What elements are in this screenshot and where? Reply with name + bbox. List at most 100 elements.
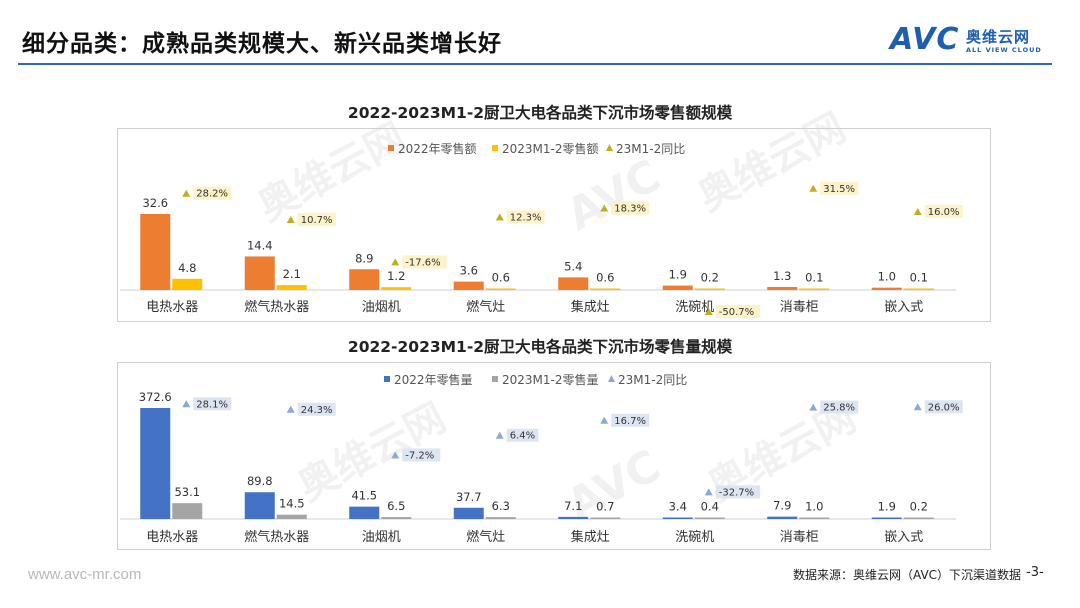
bar-series-1-label: 41.5 bbox=[351, 489, 377, 503]
yoy-label-bg bbox=[924, 205, 963, 218]
legend-label: 23M1-2同比 bbox=[616, 142, 685, 156]
bar-series-2-label: 0.1 bbox=[805, 271, 823, 285]
bar-series-1 bbox=[349, 269, 380, 290]
chart-1-title: 2022-2023M1-2厨卫大电各品类下沉市场零售额规模 bbox=[347, 104, 733, 122]
legend-marker bbox=[608, 375, 615, 382]
bar-series-2-label: 0.6 bbox=[492, 271, 510, 285]
yoy-marker bbox=[913, 208, 922, 215]
bar-series-2-label: 6.5 bbox=[387, 499, 405, 513]
yoy-label: -50.7% bbox=[719, 307, 754, 318]
legend-label: 2022年零售量 bbox=[394, 372, 473, 387]
yoy-label-bg bbox=[297, 212, 336, 226]
x-tick-label: 燃气灶 bbox=[466, 299, 505, 315]
yoy-label: 16.0% bbox=[928, 207, 960, 218]
bar-series-1-label: 89.8 bbox=[247, 474, 273, 488]
legend-swatch bbox=[384, 376, 390, 382]
bar-series-2 bbox=[276, 285, 307, 290]
header-divider bbox=[18, 63, 1052, 65]
bar-series-1-label: 1.0 bbox=[878, 270, 896, 284]
x-tick-label: 消毒柜 bbox=[780, 530, 819, 545]
page-title: 细分品类：成熟品类规模大、新兴品类增长好 bbox=[22, 31, 502, 57]
x-tick-label: 嵌入式 bbox=[884, 300, 923, 315]
yoy-marker bbox=[704, 488, 713, 496]
yoy-label: 31.5% bbox=[823, 184, 855, 195]
yoy-label: 24.3% bbox=[301, 405, 333, 416]
bar-series-1 bbox=[558, 277, 589, 290]
yoy-label-bg bbox=[715, 305, 761, 319]
bar-series-2-label: 0.2 bbox=[910, 500, 928, 514]
yoy-label: 26.0% bbox=[928, 402, 960, 413]
yoy-label-bg bbox=[297, 402, 336, 416]
yoy-label: -32.7% bbox=[719, 487, 754, 498]
legend-label: 2023M1-2零售量 bbox=[502, 372, 599, 387]
yoy-label: -7.2% bbox=[405, 450, 434, 461]
yoy-marker bbox=[286, 215, 295, 223]
bar-series-1 bbox=[244, 492, 275, 519]
bar-series-2 bbox=[276, 514, 307, 519]
footer-url: www.avc-mr.com bbox=[28, 566, 142, 583]
yoy-label: 12.3% bbox=[510, 213, 542, 224]
bar-series-2-label: 0.7 bbox=[596, 500, 614, 514]
bar-series-2 bbox=[694, 288, 725, 290]
yoy-label-bg bbox=[611, 413, 650, 427]
chart-2-title: 2022-2023M1-2厨卫大电各品类下沉市场零售量规模 bbox=[347, 338, 733, 356]
yoy-marker bbox=[286, 405, 295, 413]
bar-series-1 bbox=[767, 516, 798, 519]
yoy-label-bg bbox=[715, 485, 761, 499]
bar-series-2 bbox=[799, 288, 830, 290]
bar-series-2 bbox=[694, 517, 725, 519]
bar-series-2 bbox=[799, 517, 830, 519]
bar-series-2-label: 53.1 bbox=[174, 485, 200, 499]
x-tick-label: 油烟机 bbox=[362, 300, 401, 315]
bar-series-1 bbox=[871, 287, 902, 290]
chart-1-frame bbox=[117, 128, 991, 322]
yoy-marker bbox=[182, 189, 191, 197]
logo-mark: AVC bbox=[890, 22, 960, 57]
x-tick-label: 嵌入式 bbox=[884, 530, 923, 545]
bar-series-1-label: 1.3 bbox=[773, 269, 791, 283]
bar-series-1-label: 37.7 bbox=[456, 490, 482, 504]
x-tick-label: 集成灶 bbox=[571, 529, 610, 545]
bar-series-1 bbox=[558, 516, 589, 519]
yoy-label-bg bbox=[193, 186, 232, 200]
legend-swatch bbox=[388, 145, 394, 151]
bar-series-2 bbox=[485, 288, 516, 290]
bar-series-2-label: 1.0 bbox=[805, 500, 823, 514]
avc-logo: AVC 奥维云网 ALL VIEW CLOUD bbox=[890, 24, 1060, 60]
logo-chinese-name: 奥维云网 bbox=[966, 28, 1031, 46]
bar-series-1-label: 1.9 bbox=[669, 268, 687, 282]
bar-series-2 bbox=[172, 503, 203, 519]
yoy-label-bg bbox=[611, 201, 650, 215]
bar-series-1 bbox=[140, 214, 171, 290]
bar-series-1-label: 3.4 bbox=[669, 500, 687, 514]
bar-series-1 bbox=[662, 285, 693, 290]
x-tick-label: 集成灶 bbox=[571, 299, 610, 315]
bar-series-2 bbox=[172, 278, 203, 290]
bar-series-1-label: 372.6 bbox=[139, 390, 172, 404]
bar-series-1 bbox=[244, 256, 275, 290]
yoy-marker bbox=[600, 416, 609, 424]
legend-label: 23M1-2同比 bbox=[618, 373, 687, 387]
bar-series-1-label: 7.9 bbox=[773, 499, 791, 513]
yoy-label-bg bbox=[402, 448, 441, 462]
bar-series-1 bbox=[662, 517, 693, 519]
bar-series-1-label: 5.4 bbox=[564, 259, 582, 273]
yoy-label-bg bbox=[506, 210, 545, 224]
legend-marker bbox=[606, 144, 613, 151]
yoy-marker bbox=[704, 308, 713, 316]
yoy-marker bbox=[809, 184, 818, 192]
x-tick-label: 消毒柜 bbox=[780, 300, 819, 315]
x-tick-label: 电热水器 bbox=[146, 300, 198, 315]
bar-series-1 bbox=[453, 281, 484, 290]
x-tick-label: 燃气热水器 bbox=[244, 299, 309, 315]
yoy-label-bg bbox=[820, 400, 859, 414]
yoy-label: 18.3% bbox=[614, 204, 646, 215]
legend-swatch bbox=[492, 376, 498, 382]
yoy-label: 16.7% bbox=[614, 416, 646, 427]
yoy-marker bbox=[182, 400, 191, 408]
x-tick-label: 洗碗机 bbox=[675, 529, 714, 545]
yoy-label-bg bbox=[402, 255, 447, 269]
bar-series-2-label: 0.6 bbox=[596, 271, 614, 285]
yoy-label-bg bbox=[820, 181, 859, 195]
x-tick-label: 油烟机 bbox=[362, 530, 401, 545]
